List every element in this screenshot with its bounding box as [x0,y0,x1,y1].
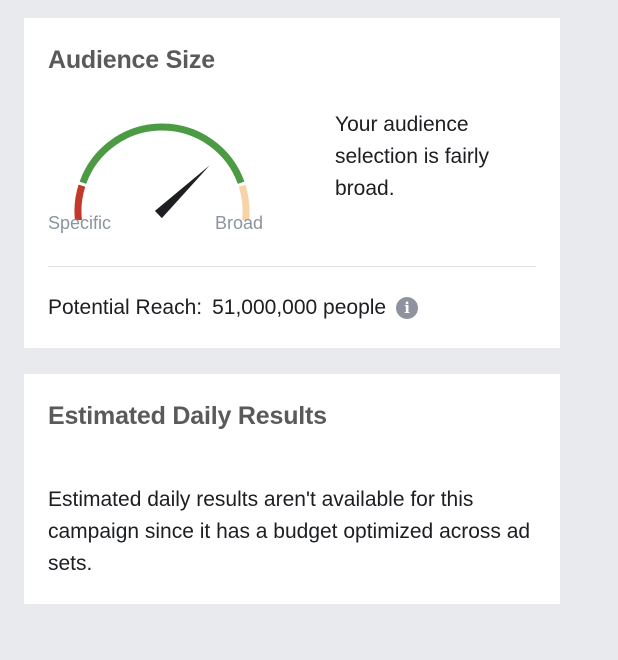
estimated-daily-results-description: Estimated daily results aren't available… [48,488,531,575]
gauge-arc-fair [79,123,245,184]
potential-reach-value: 51,000,000 people [212,296,387,319]
gauge-label-broad: Broad [215,213,264,233]
info-icon[interactable]: i [396,297,419,319]
divider [48,266,536,267]
audience-description: Your audience selection is fairly broad. [335,113,490,200]
audience-size-card: Audience Size Specific Broad Your audien… [24,18,560,348]
potential-reach: Potential Reach: 51,000,000 people i [48,294,419,322]
gauge-arc-specific [74,184,86,220]
potential-reach-label: Potential Reach: [48,296,203,319]
estimated-daily-results-title: Estimated Daily Results [48,402,327,430]
gauge-label-specific: Specific [48,213,112,233]
gauge-graphic [74,123,250,220]
gauge-needle [154,165,210,219]
estimated-daily-results-card: Estimated Daily Results Estimated daily … [24,374,560,604]
gauge-arc-broad [238,184,250,220]
audience-size-title: Audience Size [48,46,215,74]
audience-gauge: Specific Broad [48,100,278,240]
